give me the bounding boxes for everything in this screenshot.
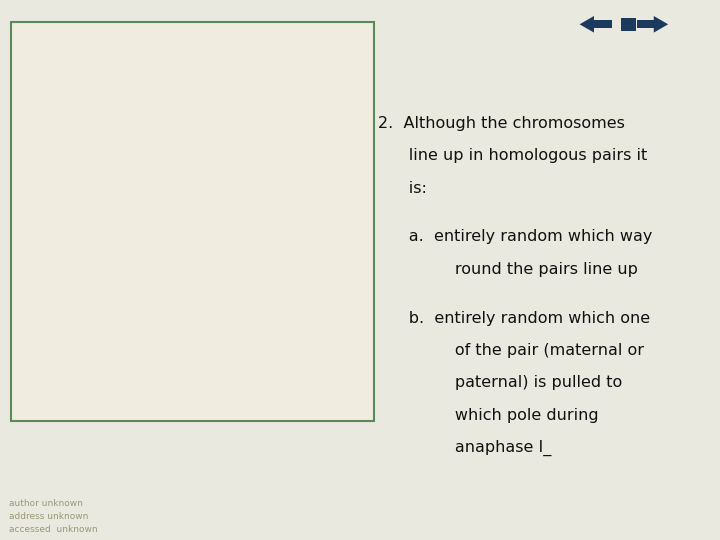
Text: paternal) is pulled to: paternal) is pulled to	[378, 375, 622, 390]
Text: which pole during: which pole during	[378, 408, 598, 423]
Text: line up in homologous pairs it: line up in homologous pairs it	[378, 148, 647, 164]
Bar	[594, 20, 612, 29]
Bar	[637, 20, 655, 29]
FancyBboxPatch shape	[11, 22, 374, 421]
Polygon shape	[580, 16, 594, 32]
Text: is:: is:	[378, 181, 427, 196]
Text: 2.  Although the chromosomes: 2. Although the chromosomes	[378, 116, 625, 131]
Text: author unknown
address unknown
accessed  unknown: author unknown address unknown accessed …	[9, 500, 97, 534]
Bar	[621, 18, 636, 31]
Polygon shape	[654, 16, 668, 32]
Text: of the pair (maternal or: of the pair (maternal or	[378, 343, 644, 358]
Text: b.  entirely random which one: b. entirely random which one	[378, 310, 650, 326]
Text: a.  entirely random which way: a. entirely random which way	[378, 230, 652, 245]
Text: round the pairs line up: round the pairs line up	[378, 262, 638, 277]
Text: anaphase I_: anaphase I_	[378, 440, 552, 456]
